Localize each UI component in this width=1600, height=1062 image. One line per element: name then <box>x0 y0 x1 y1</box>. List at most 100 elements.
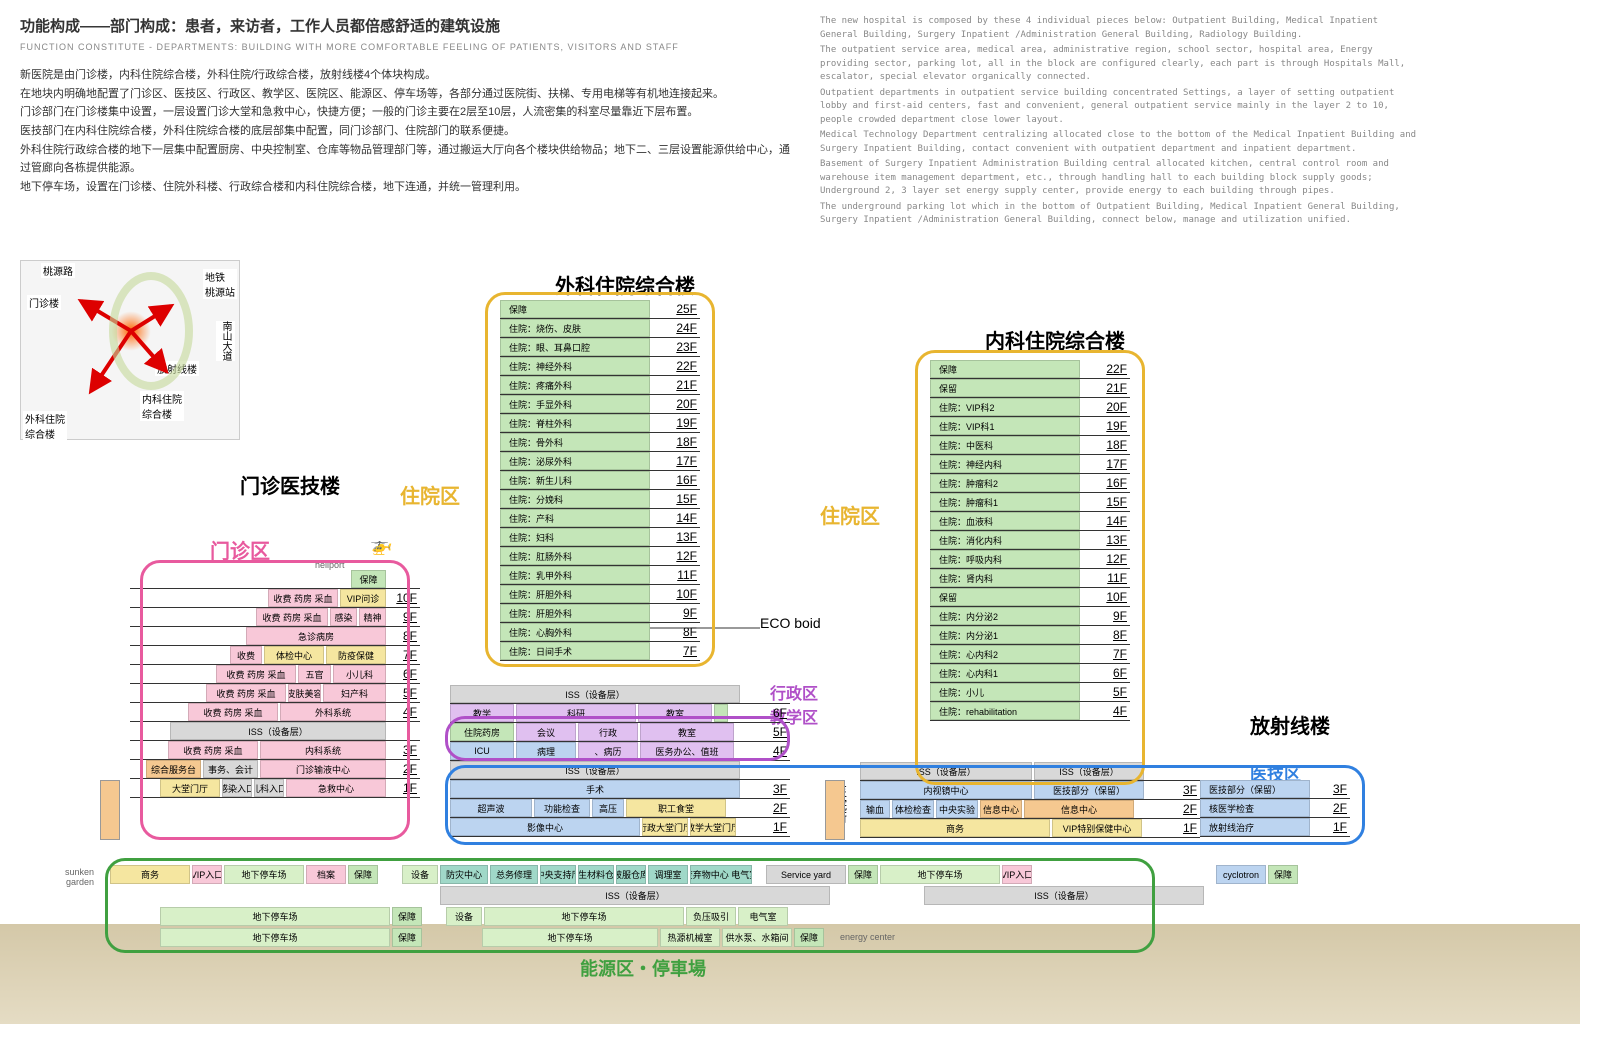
room-cell: VIP特别保健中心 <box>1052 819 1142 837</box>
room-cell: 档案 <box>306 865 346 884</box>
room-cell: 住院：中医科 <box>930 436 1080 454</box>
floor-row: ISS（设备层）ISS（设备层） <box>860 762 1200 781</box>
room-cell: 行政 <box>578 723 638 741</box>
floor-row: 手术3F <box>450 780 790 799</box>
room-cell: 防疫保健 <box>326 646 386 664</box>
floor-row: 保留21F <box>930 379 1130 398</box>
energy-zone-label: 能源区・停車場 <box>580 955 706 981</box>
room-cell: cyclotron <box>1216 865 1266 884</box>
room-cell: 妇产科 <box>323 684 386 702</box>
floor-row: 住院：手显外科20F <box>500 395 700 414</box>
floor-row: 住院：肛肠外科12F <box>500 547 700 566</box>
floor-row: 收费体检中心防疫保健7F <box>130 646 420 665</box>
floor-row: 住院：中医科18F <box>930 436 1130 455</box>
room-cell: 住院：泌尿外科 <box>500 452 650 470</box>
room-cell: 信息中心 <box>980 800 1022 818</box>
room-cell: 会议 <box>516 723 576 741</box>
room-cell: 住院：手显外科 <box>500 395 650 413</box>
medical-lower: 商务VIP特别保健中心1F输血体检检查中央实验信息中心信息中心2F内视镜中心医技… <box>860 762 1200 838</box>
room-cell: 住院：肿瘤科1 <box>930 493 1080 511</box>
room-cell: 保障 <box>1268 865 1298 884</box>
room-cell: 防灾中心 <box>440 865 488 884</box>
room-cell: 住院：乳甲外科 <box>500 566 650 584</box>
room-cell: 影像中心 <box>450 818 640 836</box>
medical-title: 内科住院综合楼 <box>930 325 1180 354</box>
room-cell: 感染 <box>330 608 357 626</box>
room-cell: 保障 <box>392 907 422 926</box>
outpatient-title: 门诊医技楼 <box>190 470 390 499</box>
room-cell: 保障 <box>930 360 1080 378</box>
radiology-title: 放射线楼 <box>1210 710 1370 739</box>
room-cell: 地下停车场 <box>160 928 390 947</box>
room-cell: 住院：消化内科 <box>930 531 1080 549</box>
room-cell: 住院：心胸外科 <box>500 623 650 641</box>
room-cell: 设备 <box>402 865 438 884</box>
floor-row: 收费 药房 采血感染精神9F <box>130 608 420 627</box>
floor-row: 住院：脊柱外科19F <box>500 414 700 433</box>
floor-row: 收费 药房 采血外科系统4F <box>130 703 420 722</box>
room-cell: 、病历 <box>578 742 638 760</box>
room-cell: 住院：肿瘤科2 <box>930 474 1080 492</box>
floor-row: 核医学检查2F <box>1200 799 1350 818</box>
floor-row: 住院：肝胆外科10F <box>500 585 700 604</box>
room-cell: 功能检查 <box>534 799 590 817</box>
floor-row: 住院：肝胆外科9F <box>500 604 700 623</box>
room-cell: 住院：VIP科2 <box>930 398 1080 416</box>
room-cell: 中央支持厅 <box>540 865 576 884</box>
floor-row: 住院：眼、耳鼻口腔23F <box>500 338 700 357</box>
room-cell: 医技部分（保留） <box>1200 780 1310 798</box>
floor-row: 收费 药房 采血内科系统3F <box>130 741 420 760</box>
basement-b2: 地下停车场保障设备地下停车场负压吸引电气室 <box>160 907 788 926</box>
floor-row: 放射线治疗1F <box>1200 818 1350 837</box>
room-cell: 放射线治疗 <box>1200 818 1310 836</box>
floor-row: 大堂门厅感染入口儿科入口急救中心1F <box>130 779 420 798</box>
room-cell: 商务 <box>860 819 1050 837</box>
room-cell: VIP入口 <box>1002 865 1032 884</box>
room-cell: 手术 <box>450 780 740 798</box>
room-cell: 核医学检查 <box>1200 799 1310 817</box>
floor-row: 住院：呼吸内科12F <box>930 550 1130 569</box>
floor-row: 住院：肿瘤科115F <box>930 493 1130 512</box>
room-cell: 住院：眼、耳鼻口腔 <box>500 338 650 356</box>
room-cell: 被服仓库 <box>616 865 646 884</box>
room-cell: 热源机械室 <box>660 928 720 947</box>
floor-row: 影像中心行政大堂门厅教学大堂门厅1F <box>450 818 790 837</box>
sunken-label: sunken garden <box>65 867 94 887</box>
room-cell: 住院：烧伤、皮肤 <box>500 319 650 337</box>
room-cell: 废弃物中心 电气室 <box>690 865 752 884</box>
medical-zone-label: 住院区 <box>820 500 880 529</box>
basement-b1: 商务VIP入口地下停车场档案保障设备防灾中心总务修理中央支持厅卫生材料仓库被服仓… <box>110 865 1360 884</box>
floor-row: 住院：VIP科119F <box>930 417 1130 436</box>
room-cell <box>714 704 728 722</box>
helicopter-icon: 🚁 <box>370 535 392 556</box>
floor-row: 住院：骨外科18F <box>500 433 700 452</box>
room-cell: 住院：肾内科 <box>930 569 1080 587</box>
radiology-building: 放射线治疗1F核医学检查2F医技部分（保留）3F <box>1200 780 1350 837</box>
room-cell: 住院：小儿 <box>930 683 1080 701</box>
room-cell: 住院：心内科1 <box>930 664 1080 682</box>
section-diagram: 门诊医技楼 门诊区 🚁 heliport 大堂门厅感染入口儿科入口急救中心1F综… <box>80 300 1570 1050</box>
room-cell: 教室 <box>640 723 734 741</box>
floor-row: 住院：分娩科15F <box>500 490 700 509</box>
room-cell: 收费 药房 采血 <box>268 589 338 607</box>
room-cell: 住院：分娩科 <box>500 490 650 508</box>
room-cell: 精神 <box>359 608 386 626</box>
room-cell: 体检检查 <box>892 800 934 818</box>
room-cell: 住院：肛肠外科 <box>500 547 650 565</box>
room-cell: 儿科入口 <box>254 779 284 797</box>
room-cell: 收费 药房 采血 <box>168 741 258 759</box>
room-cell: 地下停车场 <box>880 865 1000 884</box>
floor-row: 急诊病房8F <box>130 627 420 646</box>
room-cell: 住院：内分泌1 <box>930 626 1080 644</box>
floor-row: 住院：神经内科17F <box>930 455 1130 474</box>
floor-row: 住院：内分泌29F <box>930 607 1130 626</box>
room-cell: 急诊病房 <box>246 627 386 645</box>
room-cell: ICU <box>450 742 514 760</box>
english-block: The new hospital is composed by these 4 … <box>820 15 1420 230</box>
room-cell: ISS（设备层） <box>860 762 1032 780</box>
room-cell: 高压 <box>592 799 624 817</box>
room-cell: 商务 <box>110 865 190 884</box>
room-cell: 收费 药房 采血 <box>216 665 296 683</box>
room-cell: 保障 <box>848 865 878 884</box>
room-cell: 地下停车场 <box>482 928 658 947</box>
